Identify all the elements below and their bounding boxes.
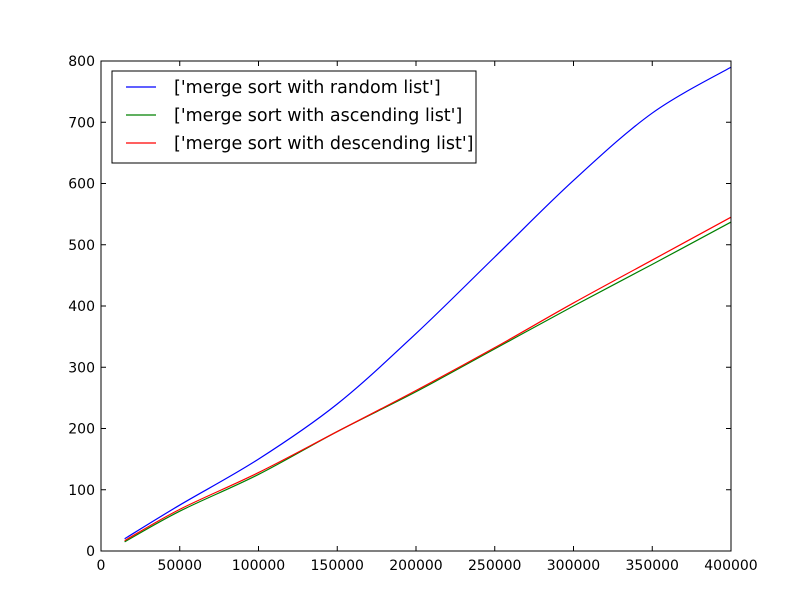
x-tick-label: 400000 (704, 558, 757, 574)
y-tick-label: 800 (68, 54, 95, 70)
y-axis-tick-labels: 0 100 200 300 400 500 600 700 800 (68, 54, 95, 560)
series-line-2 (124, 221, 732, 543)
legend-label-3: ['merge sort with descending list'] (174, 134, 473, 154)
x-axis-ticks (100, 61, 732, 551)
y-tick-label: 200 (68, 422, 95, 438)
legend-label-2: ['merge sort with ascending list'] (174, 106, 462, 126)
x-tick-label: 50000 (157, 558, 202, 574)
x-tick-label: 200000 (389, 558, 442, 574)
x-tick-label: 100000 (232, 558, 285, 574)
y-tick-label: 600 (68, 177, 95, 193)
x-tick-label: 150000 (311, 558, 364, 574)
x-tick-label: 0 (97, 558, 106, 574)
y-tick-label: 300 (68, 360, 95, 376)
x-tick-label: 250000 (468, 558, 521, 574)
series-line-1 (124, 66, 732, 540)
legend-entries: ['merge sort with random list'] ['merge s… (126, 78, 473, 154)
legend: ['merge sort with random list'] ['merge s… (111, 70, 477, 164)
y-tick-label: 500 (68, 238, 95, 254)
y-tick-label: 100 (68, 483, 95, 499)
x-axis-tick-labels: 0 50000 100000 150000 200000 250000 300000 3500… (97, 558, 758, 574)
y-tick-label: 0 (86, 544, 95, 560)
y-tick-label: 700 (68, 115, 95, 131)
x-tick-label: 350000 (626, 558, 679, 574)
y-tick-label: 400 (68, 299, 95, 315)
legend-label-1: ['merge sort with random list'] (174, 78, 441, 98)
series-layer (124, 66, 732, 543)
series-line-3 (124, 216, 732, 542)
x-tick-label: 300000 (547, 558, 600, 574)
legend-box (111, 70, 477, 164)
y-axis-ticks (101, 60, 731, 552)
